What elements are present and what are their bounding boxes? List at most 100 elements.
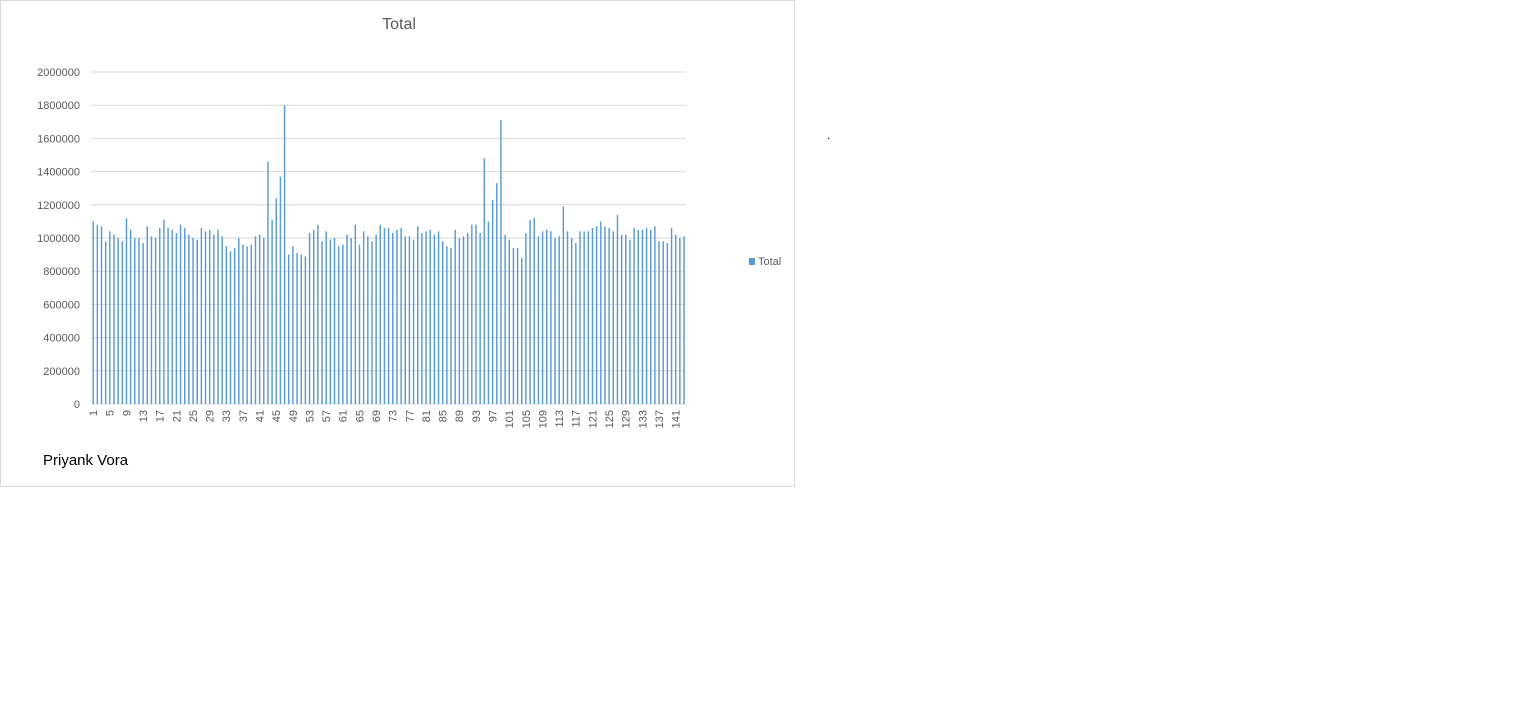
bar-37 xyxy=(242,244,244,404)
x-tick-label: 129 xyxy=(621,410,633,428)
bar-15 xyxy=(150,236,153,404)
bar-55 xyxy=(317,224,319,404)
x-tick-label: 33 xyxy=(221,410,233,422)
bar-61 xyxy=(342,244,344,404)
bar-136 xyxy=(654,226,656,404)
bar-93 xyxy=(475,224,477,404)
bar-5 xyxy=(109,231,111,404)
x-tick-label: 49 xyxy=(288,410,300,422)
bar-51 xyxy=(300,254,302,404)
x-tick-label: 81 xyxy=(421,410,433,422)
bar-118 xyxy=(579,231,581,404)
bar-104 xyxy=(521,257,523,404)
bar-123 xyxy=(600,221,602,404)
bar-9 xyxy=(125,218,128,404)
x-tick-label: 65 xyxy=(354,410,366,422)
bar-33 xyxy=(225,246,228,404)
x-tick-label: 113 xyxy=(554,410,566,428)
bar-34 xyxy=(229,251,232,404)
bar-57 xyxy=(325,231,327,404)
bar-85 xyxy=(441,241,444,404)
bar-chart: Total 0200000400000600000800000100000012… xyxy=(37,16,781,428)
bar-3 xyxy=(100,226,103,404)
bar-142 xyxy=(679,238,681,404)
x-tick-label: 93 xyxy=(471,410,483,422)
bar-22 xyxy=(179,224,182,404)
bar-114 xyxy=(562,206,565,404)
bar-135 xyxy=(650,229,652,404)
bar-11 xyxy=(134,238,136,404)
x-tick-label: 13 xyxy=(138,410,150,422)
bar-64 xyxy=(354,224,357,404)
y-tick-label: 2000000 xyxy=(37,67,80,79)
bar-75 xyxy=(400,228,402,404)
bar-65 xyxy=(358,244,361,404)
legend: Total xyxy=(749,256,781,268)
bar-96 xyxy=(487,221,490,404)
x-tick-label: 37 xyxy=(238,410,250,422)
bar-46 xyxy=(279,176,282,404)
y-tick-label: 1000000 xyxy=(37,233,80,245)
x-tick-label: 137 xyxy=(654,410,666,428)
bar-94 xyxy=(479,233,481,404)
bar-31 xyxy=(217,229,219,404)
bar-89 xyxy=(458,238,461,404)
x-tick-label: 45 xyxy=(271,410,283,422)
bar-19 xyxy=(167,228,169,404)
bar-40 xyxy=(254,236,257,404)
bar-52 xyxy=(304,256,307,404)
bar-92 xyxy=(471,224,473,404)
bar-108 xyxy=(537,236,540,404)
y-axis-ticks: 0 200000 400000 600000 800000 1000000 1200000 1… xyxy=(37,67,80,411)
x-tick-label: 73 xyxy=(388,410,400,422)
x-tick-label: 117 xyxy=(571,410,583,428)
y-tick-label: 1800000 xyxy=(37,100,80,112)
y-tick-label: 1400000 xyxy=(37,167,80,179)
bar-76 xyxy=(404,236,406,404)
bar-120 xyxy=(587,231,590,404)
legend-swatch-total xyxy=(749,258,755,265)
x-tick-label: 57 xyxy=(321,410,333,422)
bar-107 xyxy=(533,218,535,404)
bar-49 xyxy=(292,246,294,404)
bar-122 xyxy=(595,226,598,404)
bar-20 xyxy=(171,229,173,404)
bar-106 xyxy=(529,219,531,404)
x-tick-label: 1 xyxy=(88,410,100,416)
bar-67 xyxy=(367,236,369,404)
bar-77 xyxy=(408,236,411,404)
bar-62 xyxy=(346,234,348,404)
bar-7 xyxy=(117,238,119,404)
bar-27 xyxy=(200,228,203,404)
bar-78 xyxy=(412,239,415,404)
bar-54 xyxy=(312,229,315,404)
x-tick-label: 109 xyxy=(537,410,549,428)
x-axis-ticks: 1 5 9 13 17 21 25 29 33 37 41 45 49 53 57 61 65 69 73 77 81 8… xyxy=(88,410,683,428)
bar-103 xyxy=(516,247,519,404)
bar-129 xyxy=(625,234,627,404)
y-tick-label: 1200000 xyxy=(37,200,80,212)
bar-112 xyxy=(554,238,556,404)
bar-124 xyxy=(604,226,606,404)
bar-72 xyxy=(387,228,390,404)
x-tick-label: 133 xyxy=(637,410,649,428)
bar-100 xyxy=(504,234,506,404)
bar-56 xyxy=(321,241,323,404)
bar-53 xyxy=(308,233,311,404)
bar-101 xyxy=(508,239,510,404)
bar-59 xyxy=(333,238,336,404)
bar-44 xyxy=(271,219,273,404)
bar-83 xyxy=(433,234,436,404)
bar-139 xyxy=(666,242,669,404)
bar-1 xyxy=(92,221,94,404)
bar-23 xyxy=(183,228,186,404)
bar-43 xyxy=(267,161,269,404)
x-tick-label: 21 xyxy=(171,410,183,422)
bar-102 xyxy=(512,247,515,404)
bar-105 xyxy=(525,233,527,404)
bar-81 xyxy=(425,231,427,404)
bar-90 xyxy=(462,236,465,404)
chart-area: Total 0 200000 400000 600000 800000 1000000 12… xyxy=(0,0,795,487)
bar-2 xyxy=(96,224,99,404)
bar-132 xyxy=(637,229,639,404)
